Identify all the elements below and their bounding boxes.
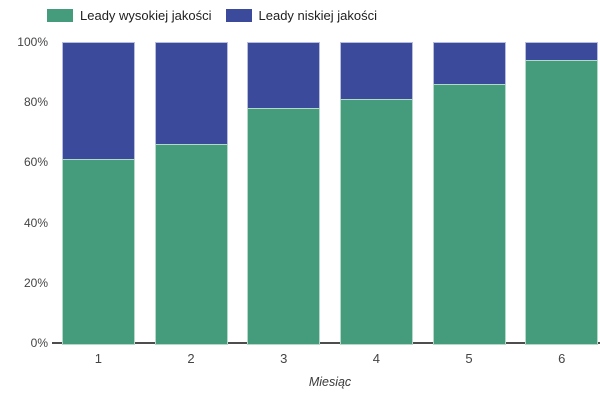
y-tick-label: 20% [23,275,48,290]
y-tick-label: 80% [23,95,48,110]
bar-segment [247,42,321,109]
stacked-bar-month-5 [432,42,506,345]
legend-label-low-quality: Leady niskiej jakości [258,8,378,23]
bar-segment [339,99,413,345]
bar-segment [154,144,228,345]
bar-slot [145,42,238,345]
legend-item-high-quality: Leady wysokiej jakości [47,8,212,23]
x-tick-label: 2 [187,351,195,366]
bar-slot [52,42,145,345]
x-axis-line [52,342,600,344]
bar-segment [247,108,321,345]
bar-segment [432,42,506,85]
bar-segment [525,42,599,61]
bar-segment [61,159,135,345]
legend-item-low-quality: Leady niskiej jakości [225,8,378,23]
bar-segment [432,84,506,345]
bar-segment [525,60,599,345]
legend-label-high-quality: Leady wysokiej jakości [80,8,212,23]
x-axis-labels: 1 2 3 4 5 6 [52,351,600,366]
y-tick-label: 40% [23,215,48,230]
x-tick-label: 3 [280,351,288,366]
stacked-bar-month-1 [61,42,135,345]
legend: Leady wysokiej jakości Leady niskiej jak… [47,8,377,23]
stacked-bar-month-2 [154,42,228,345]
y-axis: 0% 20% 40% 60% 80% 100% [0,0,48,403]
bar-segment [339,42,413,100]
bar-segment [154,42,228,145]
plot-area [52,42,600,345]
x-tick-label: 6 [558,351,566,366]
bar-slot [330,42,423,345]
y-tick-label: 100% [17,35,48,49]
x-tick-label: 4 [372,351,380,366]
x-tick-label: 5 [465,351,473,366]
x-axis-title: Miesiąc [308,375,352,389]
legend-swatch-low-quality-icon [225,9,252,22]
stacked-bar-month-3 [247,42,321,345]
y-tick-label: 0% [30,336,48,350]
x-tick-label: 1 [94,351,102,366]
bar-slot [423,42,516,345]
bar-segment [61,42,135,160]
legend-swatch-high-quality-icon [47,9,73,22]
stacked-bar-month-4 [339,42,413,345]
stacked-bar-month-6 [525,42,599,345]
bar-slot [515,42,600,345]
y-tick-label: 60% [23,155,48,170]
bar-slot [237,42,330,345]
